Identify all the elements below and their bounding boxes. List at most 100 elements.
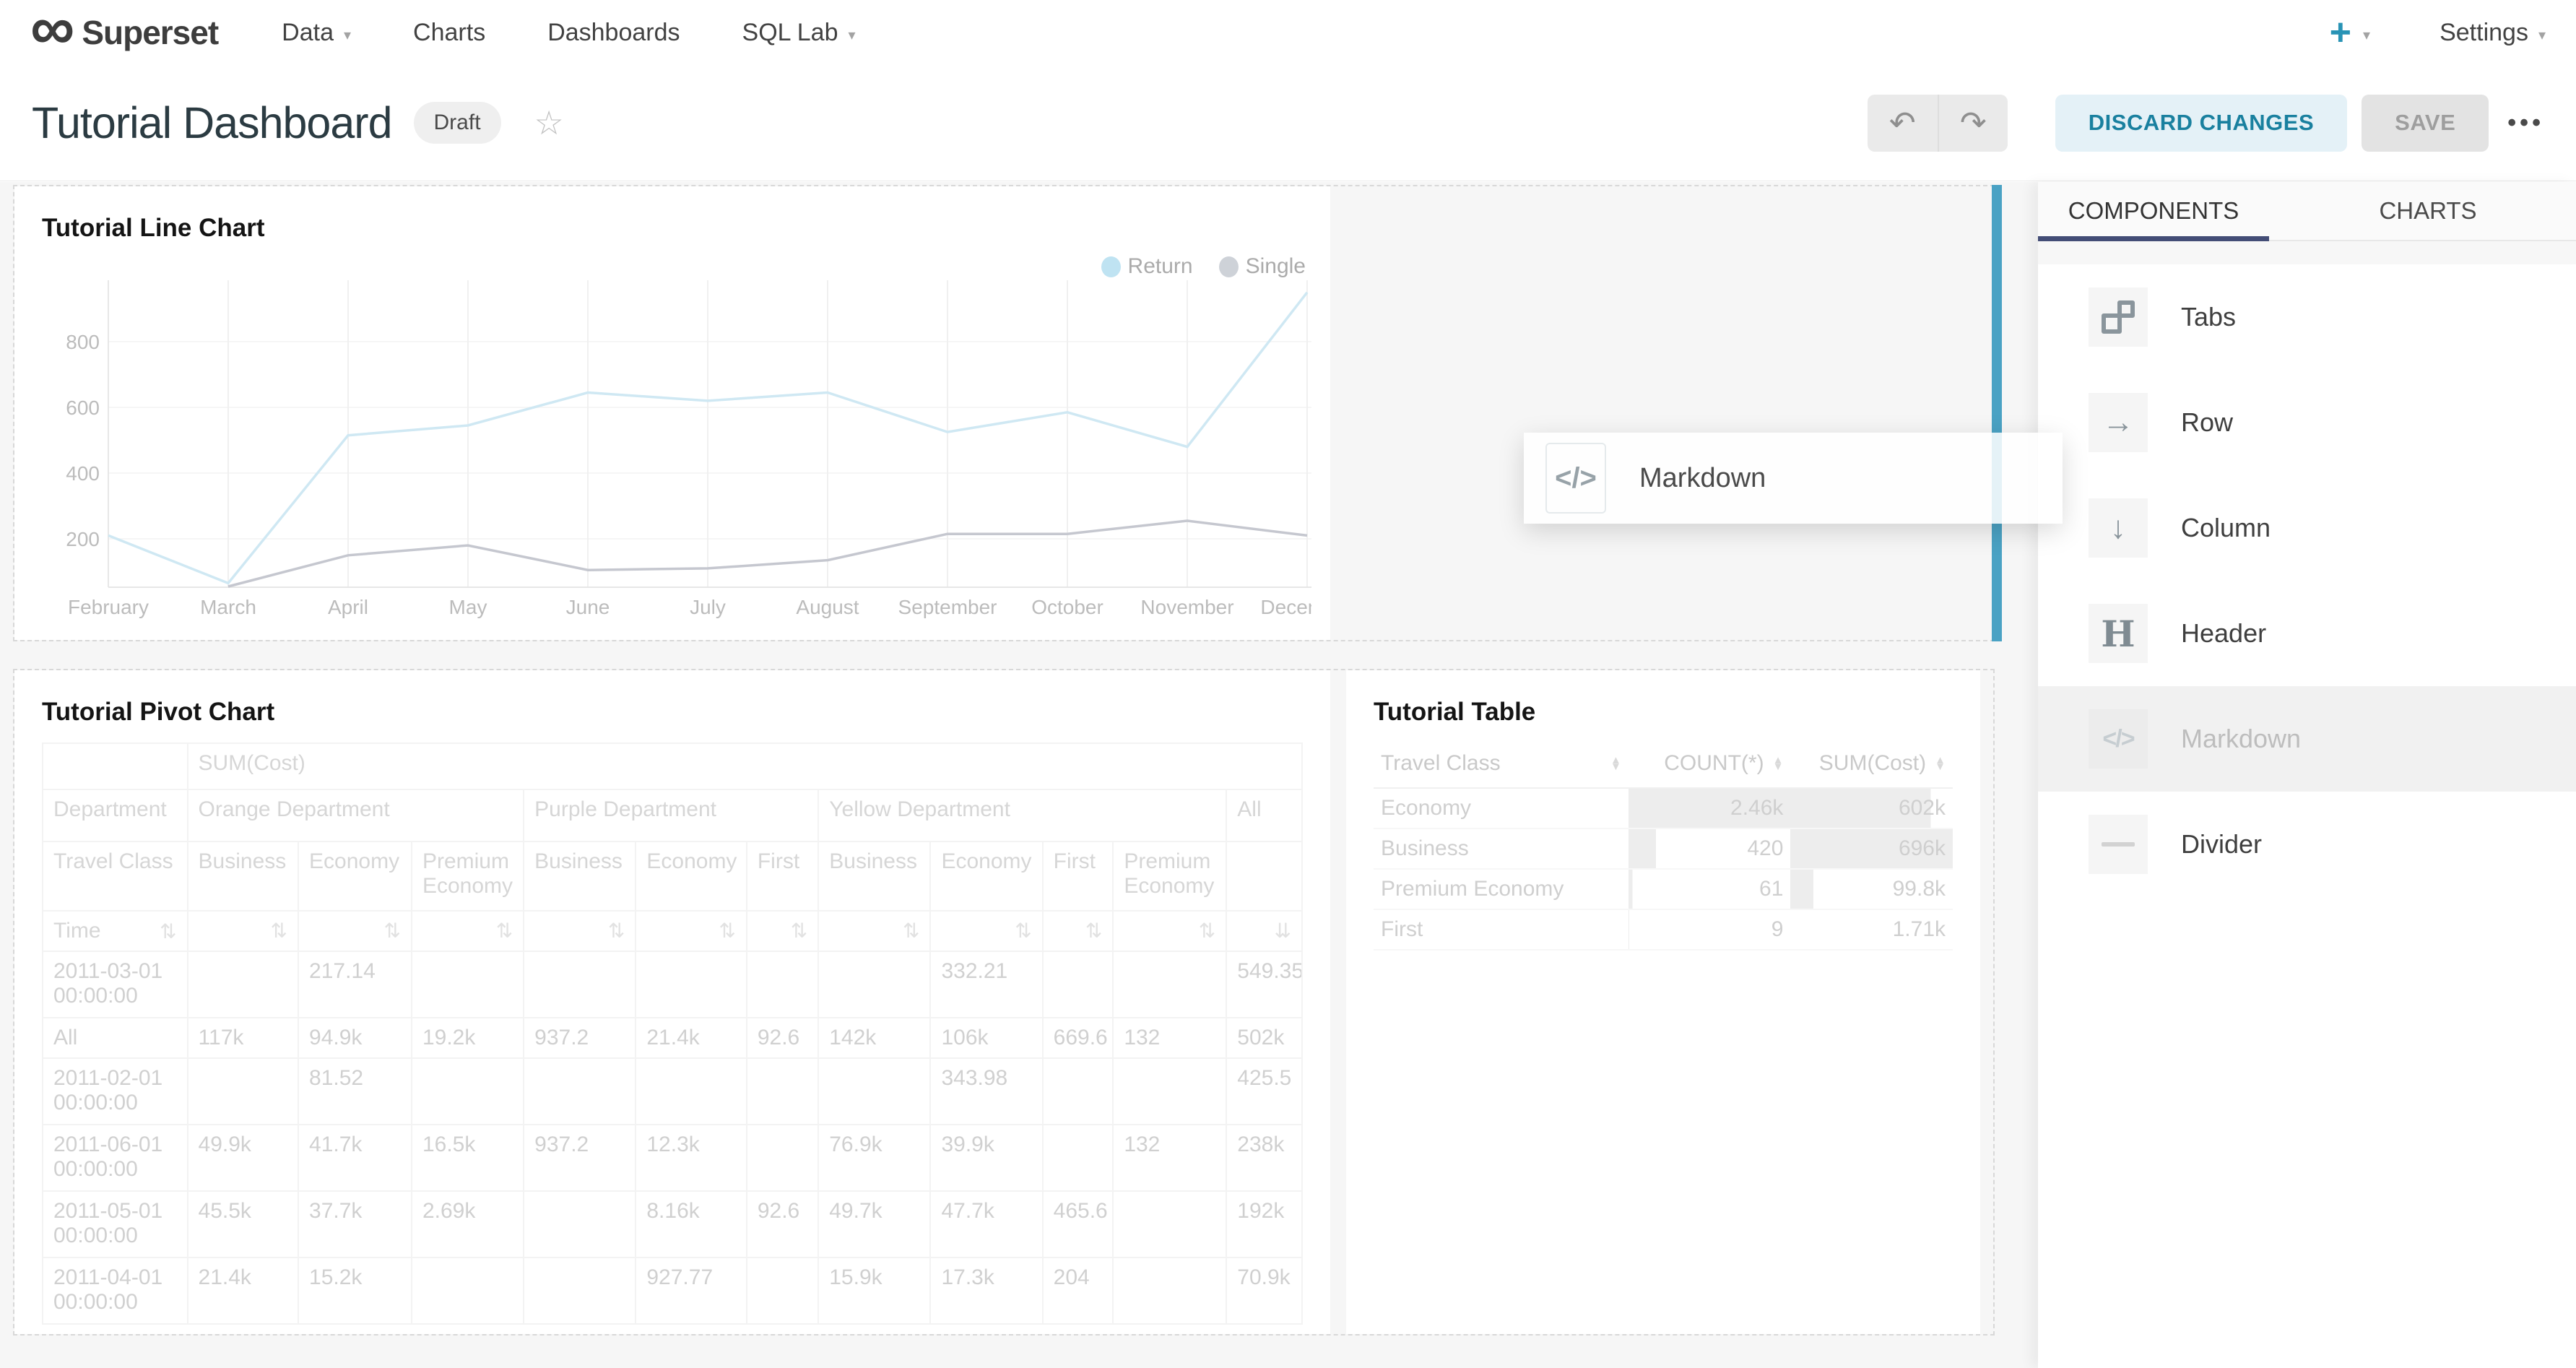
tab-components[interactable]: COMPONENTS xyxy=(2038,182,2269,241)
chevron-down-icon: ▾ xyxy=(848,27,856,43)
undo-button[interactable]: ↶ xyxy=(1868,95,1938,152)
favorite-star-icon[interactable]: ☆ xyxy=(534,104,564,142)
sort-icon: ⇅ xyxy=(270,919,288,942)
table-chart-card[interactable]: Tutorial Table Travel Class ▲ ▼ COUNT(*) ▲ ▼ S… xyxy=(1346,670,1980,1334)
pivot-value-cell: 106k xyxy=(929,1017,1044,1059)
menu-item-data[interactable]: Data ▾ xyxy=(282,19,351,47)
table-title: Tutorial Table xyxy=(1374,698,1536,726)
superset-logo[interactable]: ∞ Superset xyxy=(30,0,219,59)
sort-icon: ⇅ xyxy=(495,919,513,942)
table-column-header[interactable]: SUM(Cost) ▲ ▼ xyxy=(1790,740,1953,789)
line-chart-card[interactable]: Tutorial Line Chart Return Single 200 400 6… xyxy=(14,186,1330,640)
pivot-sort-cell[interactable]: ⇅ xyxy=(818,910,932,952)
pivot-group-header: Purple Department xyxy=(523,789,820,842)
sort-icon: ⇅ xyxy=(607,919,625,942)
tabs-icon xyxy=(2102,300,2135,334)
pivot-sort-cell[interactable]: ⇅ xyxy=(523,910,637,952)
pivot-value-cell: 343.98 xyxy=(929,1057,1044,1125)
menu-item-charts[interactable]: Charts xyxy=(413,19,485,47)
plus-icon: + xyxy=(2329,12,2352,53)
pivot-time-header[interactable]: Time ⇅ xyxy=(42,910,188,952)
pivot-value-cell xyxy=(1041,951,1114,1018)
divider-icon xyxy=(2089,815,2148,874)
pivot-sort-cell[interactable]: ⇅ xyxy=(1041,910,1114,952)
settings-menu[interactable]: Settings ▾ xyxy=(2440,19,2546,47)
pivot-sort-cell[interactable]: ⇅ xyxy=(186,910,300,952)
menu-item-dashboards[interactable]: Dashboards xyxy=(547,19,680,47)
table-value-cell: 2.46k xyxy=(1628,788,1791,829)
pivot-value-cell: 92.6 xyxy=(745,1017,820,1059)
menu-item-sql-lab[interactable]: SQL Lab ▾ xyxy=(742,19,856,47)
pivot-corner-cell xyxy=(42,743,188,790)
discard-changes-button[interactable]: DISCARD CHANGES xyxy=(2055,94,2348,152)
pivot-value-cell: 39.9k xyxy=(929,1124,1044,1192)
pivot-sort-cell[interactable]: ⇅ xyxy=(635,910,747,952)
pivot-value-cell xyxy=(410,1257,525,1325)
save-button[interactable]: SAVE xyxy=(2362,94,2489,152)
pivot-class-header: First xyxy=(1041,841,1114,912)
row-icon: → xyxy=(2102,404,2134,440)
legend-item-single[interactable]: Single xyxy=(1218,254,1306,279)
pivot-value-cell xyxy=(1041,1124,1114,1192)
pivot-value-cell: 465.6 xyxy=(1041,1190,1114,1258)
svg-text:February: February xyxy=(68,596,149,618)
tab-charts[interactable]: CHARTS xyxy=(2379,197,2477,224)
menu-label: Charts xyxy=(413,18,486,46)
panel-item-header[interactable]: H Header xyxy=(2038,581,2576,686)
pivot-value-cell: 927.77 xyxy=(635,1257,747,1325)
pivot-sort-cell[interactable]: ⇊ xyxy=(1226,910,1303,952)
sort-icon: ⇅ xyxy=(383,919,401,942)
svg-text:May: May xyxy=(449,596,487,618)
panel-item-column[interactable]: ↓ Column xyxy=(2038,475,2576,581)
chart-title: Tutorial Line Chart xyxy=(42,214,265,242)
table-column-header[interactable]: Travel Class ▲ ▼ xyxy=(1374,740,1629,789)
menu-label: SQL Lab xyxy=(742,18,838,46)
component-label: Markdown xyxy=(2181,724,2302,753)
series-single xyxy=(227,519,1308,588)
page-title[interactable]: Tutorial Dashboard xyxy=(32,98,393,147)
pivot-value-cell: 15.9k xyxy=(818,1257,932,1325)
sort-carets-icon: ▲ ▼ xyxy=(1935,753,1946,773)
pivot-value-cell: 49.7k xyxy=(818,1190,932,1258)
dashboard-row-1[interactable]: Tutorial Line Chart Return Single 200 400 6… xyxy=(13,185,2002,641)
panel-item-tabs[interactable]: Tabs xyxy=(2038,264,2576,370)
more-menu-icon[interactable]: ••• xyxy=(2507,108,2544,137)
table-column-header[interactable]: COUNT(*) ▲ ▼ xyxy=(1628,740,1791,789)
pivot-value-cell xyxy=(635,1057,747,1125)
pivot-chart-card[interactable]: Tutorial Pivot Chart SUM(Cost) Department… xyxy=(14,670,1330,1334)
component-label: Header xyxy=(2181,618,2267,648)
legend-label: Return xyxy=(1127,254,1193,278)
pivot-sort-cell[interactable]: ⇅ xyxy=(298,910,412,952)
pivot-value-cell: 19.2k xyxy=(410,1017,525,1059)
dashboard-header: Tutorial Dashboard Draft ☆ ↶ ↷ DISCARD C… xyxy=(0,65,2576,181)
pivot-value-cell xyxy=(745,1257,820,1325)
pivot-sort-cell[interactable]: ⇅ xyxy=(745,910,820,952)
chevron-down-icon: ▾ xyxy=(2538,27,2546,43)
pivot-group-header: All xyxy=(1226,789,1303,842)
panel-item-divider[interactable]: Divider xyxy=(2038,792,2576,897)
pivot-sort-cell[interactable]: ⇅ xyxy=(1112,910,1228,952)
pivot-value-cell: 937.2 xyxy=(523,1124,637,1192)
infinity-icon: ∞ xyxy=(30,0,75,63)
add-new-button[interactable]: + ▾ xyxy=(2329,12,2370,53)
pivot-value-cell: 81.52 xyxy=(298,1057,412,1125)
pivot-value-cell: 217.14 xyxy=(298,951,412,1018)
redo-button[interactable]: ↷ xyxy=(1937,94,2008,152)
pivot-sort-cell[interactable]: ⇅ xyxy=(410,910,525,952)
markdown-icon: </> xyxy=(2102,724,2135,753)
legend-item-return[interactable]: Return xyxy=(1101,254,1193,279)
dashboard-row-2[interactable]: Tutorial Pivot Chart SUM(Cost) Department… xyxy=(13,669,1995,1335)
pivot-value-cell: 41.7k xyxy=(298,1124,412,1192)
legend-dot-icon xyxy=(1218,256,1239,277)
pivot-sort-cell[interactable]: ⇅ xyxy=(929,910,1044,952)
pivot-value-cell xyxy=(523,951,637,1018)
column-label: SUM(Cost) xyxy=(1818,751,1927,775)
pivot-row-label: 2011-04-01 00:00:00 xyxy=(42,1257,188,1325)
header-icon: H xyxy=(2089,604,2148,663)
brand-name: Superset xyxy=(82,14,219,51)
pivot-value-cell: 70.9k xyxy=(1226,1257,1303,1325)
dragged-markdown-component[interactable]: </> Markdown xyxy=(1524,433,2063,524)
pivot-class-header: Premium Economy xyxy=(410,841,525,912)
pivot-class-header: Economy xyxy=(929,841,1044,912)
panel-item-row[interactable]: → Row xyxy=(2038,370,2576,475)
